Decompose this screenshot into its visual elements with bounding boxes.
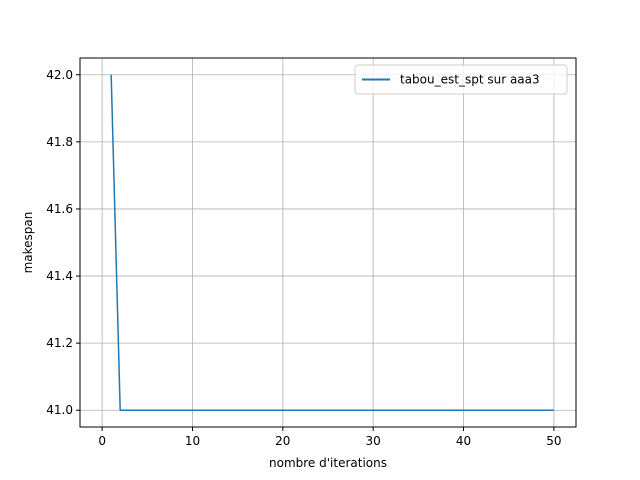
x-tick-label: 10 bbox=[185, 434, 200, 448]
x-tick-label: 40 bbox=[456, 434, 471, 448]
legend-box bbox=[354, 64, 568, 95]
y-tick-label: 41.6 bbox=[46, 202, 73, 216]
legend: tabou_est_spt sur aaa3 bbox=[354, 64, 568, 95]
x-tick-label: 0 bbox=[98, 434, 106, 448]
axes-frame bbox=[79, 57, 577, 428]
y-tick-label: 41.0 bbox=[46, 403, 73, 417]
y-axis: 41.0 41.2 41.4 41.6 41.8 42.0 bbox=[46, 68, 80, 417]
y-tick-label: 42.0 bbox=[46, 68, 73, 82]
y-axis-label: makespan bbox=[21, 212, 35, 274]
grid bbox=[80, 58, 576, 427]
y-tick-label: 41.2 bbox=[46, 336, 73, 350]
x-tick-label: 20 bbox=[275, 434, 290, 448]
legend-label: tabou_est_spt sur aaa3 bbox=[400, 73, 540, 87]
series-line bbox=[110, 74, 554, 411]
x-axis: 0 10 20 30 40 50 bbox=[98, 427, 562, 448]
x-axis-label: nombre d'iterations bbox=[269, 456, 387, 470]
series-layer bbox=[110, 74, 554, 411]
x-tick-label: 50 bbox=[546, 434, 561, 448]
y-tick-label: 41.8 bbox=[46, 135, 73, 149]
y-tick-label: 41.4 bbox=[46, 269, 73, 283]
x-tick-label: 30 bbox=[366, 434, 381, 448]
